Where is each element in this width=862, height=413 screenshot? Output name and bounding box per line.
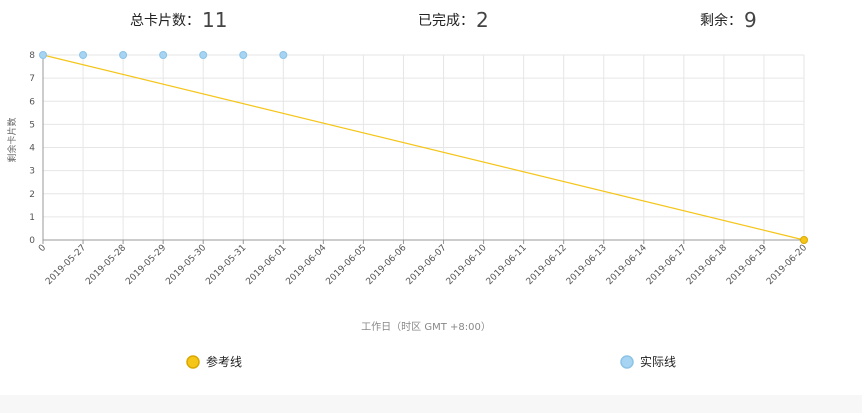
x-tick-label: 2019-05-27 bbox=[44, 243, 88, 287]
x-tick-label: 2019-06-05 bbox=[324, 243, 368, 287]
chart-grid bbox=[42, 54, 805, 241]
total-cards-value: 11 bbox=[202, 8, 228, 32]
x-tick-labels: 02019-05-272019-05-282019-05-292019-05-3… bbox=[37, 243, 809, 287]
legend-label: 参考线 bbox=[206, 354, 242, 369]
x-tick-label: 2019-06-04 bbox=[284, 243, 328, 287]
x-tick-label: 2019-06-17 bbox=[645, 243, 689, 287]
summary-bar: 总卡片数： 11 已完成： 2 剩余： 9 bbox=[0, 8, 862, 38]
series-point-1 bbox=[159, 51, 168, 59]
series-point-1 bbox=[279, 51, 288, 59]
x-tick-label: 2019-06-18 bbox=[685, 243, 729, 287]
total-cards-label: 总卡片数： bbox=[130, 13, 200, 29]
x-tick-label: 2019-06-12 bbox=[525, 243, 569, 287]
y-tick-label: 3 bbox=[29, 167, 35, 177]
series-point-1 bbox=[79, 51, 88, 59]
x-axis-label: 工作日（时区 GMT +8:00） bbox=[361, 321, 491, 333]
x-tick-label: 0 bbox=[37, 243, 48, 254]
completed-value: 2 bbox=[476, 8, 489, 32]
y-axis-label: 剩余卡片数 bbox=[6, 117, 18, 162]
x-tick-label: 2019-05-29 bbox=[124, 243, 168, 287]
series-point-1 bbox=[199, 51, 208, 59]
x-tick-label: 2019-06-14 bbox=[605, 243, 649, 287]
y-tick-labels: 0 1 2 3 4 5 6 7 8 bbox=[29, 51, 35, 246]
series-point-0 bbox=[800, 236, 808, 244]
remaining-stat: 剩余： 9 bbox=[700, 8, 757, 32]
legend-swatch bbox=[620, 355, 634, 369]
x-tick-label: 2019-06-07 bbox=[405, 243, 449, 287]
x-tick-label: 2019-05-28 bbox=[84, 243, 128, 287]
y-tick-label: 2 bbox=[29, 190, 35, 200]
series-point-1 bbox=[239, 51, 248, 59]
x-tick-label: 2019-06-13 bbox=[565, 243, 609, 287]
series-point-1 bbox=[119, 51, 128, 59]
completed-label: 已完成： bbox=[418, 13, 474, 29]
x-tick-label: 2019-05-30 bbox=[164, 243, 208, 287]
chart-axes bbox=[42, 55, 805, 244]
x-tick-label: 2019-06-20 bbox=[765, 243, 809, 287]
footer-band bbox=[0, 395, 862, 413]
remaining-value: 9 bbox=[744, 8, 757, 32]
y-tick-label: 1 bbox=[29, 213, 35, 223]
x-tick-label: 2019-06-06 bbox=[365, 243, 409, 287]
x-tick-label: 2019-06-19 bbox=[725, 243, 769, 287]
y-tick-label: 7 bbox=[29, 74, 35, 84]
y-tick-label: 6 bbox=[29, 97, 35, 107]
x-tick-label: 2019-06-11 bbox=[485, 243, 529, 287]
remaining-label: 剩余： bbox=[700, 13, 742, 29]
chart-series bbox=[39, 51, 808, 244]
legend-label: 实际线 bbox=[640, 354, 676, 369]
y-tick-label: 5 bbox=[29, 120, 35, 130]
completed-stat: 已完成： 2 bbox=[418, 8, 489, 32]
y-tick-label: 0 bbox=[29, 236, 35, 246]
series-point-1 bbox=[39, 51, 47, 59]
y-tick-label: 8 bbox=[29, 51, 35, 61]
chart-legend: 参考线 实际线 bbox=[186, 354, 676, 369]
x-tick-label: 2019-05-31 bbox=[204, 243, 248, 287]
legend-swatch bbox=[186, 355, 200, 369]
y-tick-label: 4 bbox=[29, 144, 35, 154]
total-cards-stat: 总卡片数： 11 bbox=[130, 8, 227, 32]
x-tick-label: 2019-06-01 bbox=[244, 243, 288, 287]
x-tick-label: 2019-06-10 bbox=[445, 243, 489, 287]
series-line-0 bbox=[42, 54, 805, 241]
